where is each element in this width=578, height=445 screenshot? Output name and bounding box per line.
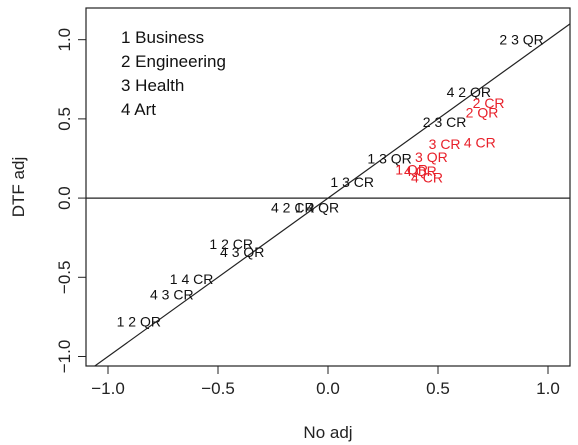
point-label: 4 CR [411,169,443,185]
point-label: 1 3 QR [367,150,411,166]
legend-entry: 1 Business [121,28,204,47]
legend-entry: 3 Health [121,76,184,95]
point-label: 2 3 CR [423,114,467,130]
x-tick-label: −1.0 [91,379,125,398]
point-label: 1 2 QR [117,314,161,330]
point-label: 1 2 CR [209,236,253,252]
x-tick-label: −0.5 [201,379,235,398]
point-label: 4 3 CR [150,287,194,303]
legend-entry: 4 Art [121,100,156,119]
legend: 1 Business 2 Engineering 3 Health 4 Art [121,28,226,119]
x-axis-title: No adj [303,423,352,442]
x-tick-label: 1.0 [536,379,560,398]
y-tick-label: 1.0 [55,28,74,52]
legend-entry: 2 Engineering [121,52,226,71]
point-label: 2 3 QR [499,32,543,48]
point-label: 2 QR [466,105,499,121]
point-label: 1 QR [395,162,428,178]
point-label: 4 3 QR [220,244,264,260]
point-label: 4 2 CR [271,200,315,216]
point-label: 4 QR [404,163,437,179]
y-tick-label: 0.5 [55,107,74,131]
point-label: 1 4 CR [170,271,214,287]
point-label: 1 3 CR [330,174,374,190]
y-axis-title: DTF adj [9,157,28,217]
point-label: 3 QR [415,149,448,165]
x-tick-label: 0.5 [426,379,450,398]
x-tick-label: 0.0 [316,379,340,398]
point-label: 4 2 QR [447,84,491,100]
y-axis: −1.0 −0.5 0.0 0.5 1.0 [55,28,86,373]
y-tick-label: −0.5 [55,261,74,295]
point-label: 3 CR [429,136,461,152]
point-label: 4 CR [464,135,496,151]
data-points: 2 3 QR4 2 QR2 CR2 QR2 3 CR3 CR 4 CR1 3 QR… [117,32,544,330]
point-label: 1 4 QR [295,200,339,216]
reference-lines [86,23,570,366]
point-label: 2 CR [473,95,505,111]
y-tick-label: 0.0 [55,186,74,210]
x-axis: −1.0 −0.5 0.0 0.5 1.0 [91,365,560,398]
y-tick-label: −1.0 [55,340,74,374]
